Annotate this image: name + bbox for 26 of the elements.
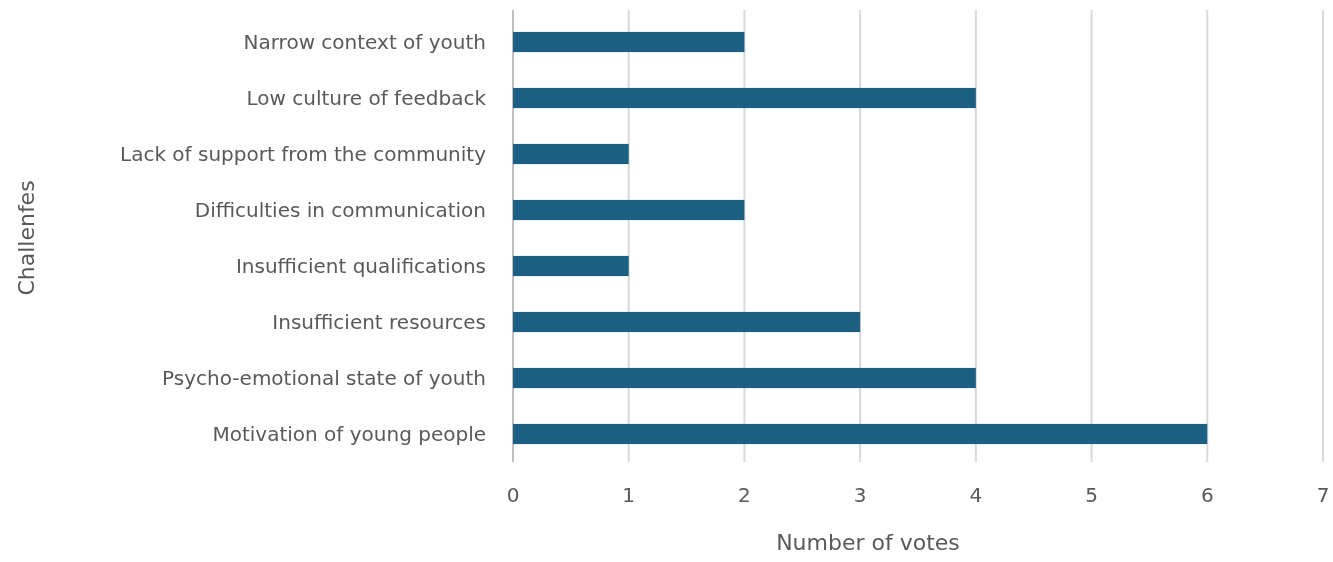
x-tick-label: 2	[738, 483, 751, 507]
bar	[513, 199, 745, 221]
x-tick-label: 3	[853, 483, 867, 507]
bar	[513, 87, 976, 109]
bar	[513, 423, 1208, 445]
x-tick-label: 0	[506, 483, 520, 507]
y-tick-label: Insufficient qualifications	[235, 254, 486, 278]
x-tick-label: 7	[1316, 483, 1330, 507]
x-tick-label: 5	[1085, 483, 1098, 507]
bar	[513, 311, 861, 333]
x-tick-label: 4	[969, 483, 983, 507]
x-axis-title: Number of votes	[776, 530, 960, 555]
bar	[513, 31, 745, 53]
y-tick-label: Low culture of feedback	[246, 86, 487, 110]
bar	[513, 143, 629, 165]
y-tick-label: Lack of support from the community	[120, 142, 487, 166]
y-tick-label: Narrow context of youth	[243, 30, 486, 54]
bar	[513, 255, 629, 277]
bar	[513, 367, 976, 389]
y-tick-label: Psycho-emotional state of youth	[162, 366, 486, 390]
y-tick-label: Insufficient resources	[272, 310, 486, 334]
y-tick-label: Motivation of young people	[212, 422, 486, 446]
x-tick-label: 1	[622, 483, 636, 507]
y-axis-title: Challenfes	[14, 180, 39, 296]
y-tick-label: Difficulties in communication	[194, 198, 486, 222]
x-tick-label: 6	[1200, 483, 1214, 507]
